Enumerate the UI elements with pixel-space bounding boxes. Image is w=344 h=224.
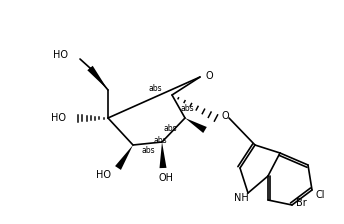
Text: HO: HO bbox=[53, 50, 68, 60]
Text: OH: OH bbox=[159, 173, 173, 183]
Text: HO: HO bbox=[51, 113, 65, 123]
Text: abs: abs bbox=[163, 123, 177, 133]
Text: NH: NH bbox=[234, 193, 248, 203]
Text: abs: abs bbox=[180, 103, 194, 112]
Text: abs: abs bbox=[141, 146, 155, 155]
Text: HO: HO bbox=[96, 170, 110, 180]
Text: abs: abs bbox=[148, 84, 162, 93]
Text: O: O bbox=[221, 111, 229, 121]
Text: Br: Br bbox=[296, 198, 307, 208]
Polygon shape bbox=[115, 145, 133, 170]
Polygon shape bbox=[160, 142, 166, 168]
Polygon shape bbox=[87, 66, 108, 90]
Text: abs: abs bbox=[153, 136, 167, 144]
Text: Cl: Cl bbox=[316, 190, 325, 200]
Polygon shape bbox=[185, 118, 207, 133]
Text: O: O bbox=[205, 71, 213, 81]
